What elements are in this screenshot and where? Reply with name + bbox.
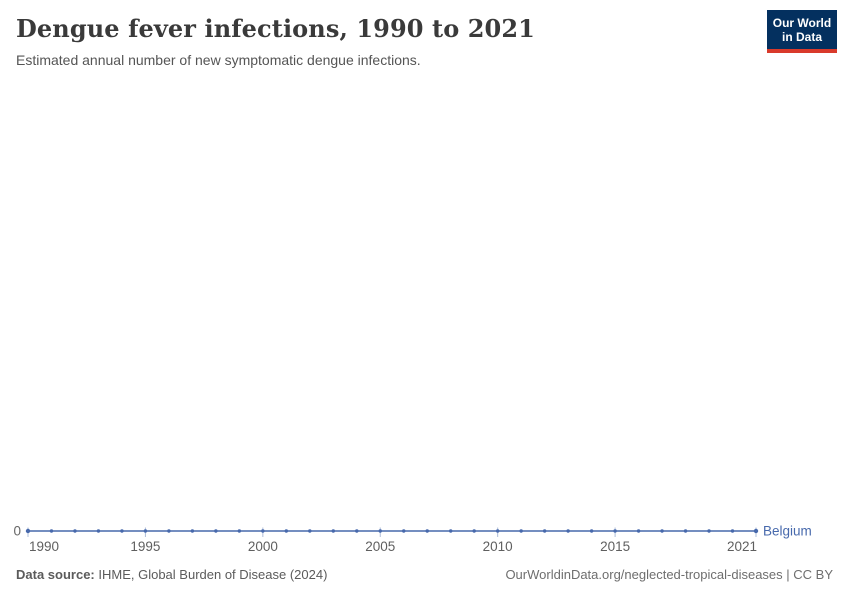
owid-logo-line2: in Data	[781, 29, 822, 44]
owid-logo[interactable]: Our World in Data	[767, 10, 837, 53]
data-point[interactable]	[753, 528, 759, 534]
data-point[interactable]	[143, 529, 148, 533]
data-point[interactable]	[331, 529, 335, 533]
data-point[interactable]	[495, 529, 500, 533]
x-axis-tick-label: 2021	[727, 539, 757, 554]
data-point[interactable]	[472, 529, 476, 533]
x-axis-tick-label: 2010	[483, 539, 513, 554]
data-point[interactable]	[402, 529, 406, 533]
data-point[interactable]	[120, 529, 124, 533]
data-point[interactable]	[355, 529, 359, 533]
data-point[interactable]	[425, 529, 429, 533]
x-axis-tick-label: 2015	[600, 539, 630, 554]
data-point[interactable]	[707, 529, 711, 533]
x-axis-tick-label: 2000	[248, 539, 278, 554]
x-axis-tick-label: 1990	[29, 539, 59, 554]
y-axis-tick-label: 0	[13, 524, 21, 539]
data-point[interactable]	[636, 529, 641, 533]
data-point[interactable]	[660, 529, 664, 533]
data-point[interactable]	[73, 529, 77, 533]
data-point[interactable]	[542, 529, 547, 533]
x-axis-tick-label: 1995	[130, 539, 160, 554]
data-point[interactable]	[96, 529, 101, 533]
chart-footer: Data source: IHME, Global Burden of Dise…	[16, 567, 833, 582]
data-point[interactable]	[25, 528, 31, 534]
data-point[interactable]	[683, 529, 688, 533]
data-point[interactable]	[519, 529, 523, 533]
data-point[interactable]	[613, 529, 617, 533]
data-point[interactable]	[449, 529, 453, 533]
data-point[interactable]	[167, 529, 171, 533]
data-point[interactable]	[190, 529, 195, 533]
owid-logo-line1: Our World	[772, 15, 832, 30]
data-point[interactable]	[378, 529, 382, 533]
data-source-label: Data source:	[16, 567, 95, 582]
data-point[interactable]	[566, 529, 570, 533]
data-point[interactable]	[237, 529, 242, 533]
data-point[interactable]	[730, 529, 735, 533]
data-point[interactable]	[589, 529, 594, 533]
data-source[interactable]: Data source: IHME, Global Burden of Dise…	[16, 567, 327, 582]
data-point[interactable]	[49, 529, 54, 533]
entity-label-belgium[interactable]: Belgium	[763, 524, 812, 539]
owid-url-link[interactable]: OurWorldinData.org/neglected-tropical-di…	[505, 567, 833, 582]
data-point[interactable]	[261, 529, 265, 533]
data-point[interactable]	[214, 529, 218, 533]
data-source-text: IHME, Global Burden of Disease (2024)	[98, 567, 328, 582]
data-point[interactable]	[308, 529, 312, 533]
page-title: Dengue fever infections, 1990 to 2021	[16, 14, 535, 43]
x-axis-tick-label: 2005	[365, 539, 395, 554]
chart-subtitle: Estimated annual number of new symptomat…	[16, 52, 421, 68]
data-point[interactable]	[284, 529, 289, 533]
